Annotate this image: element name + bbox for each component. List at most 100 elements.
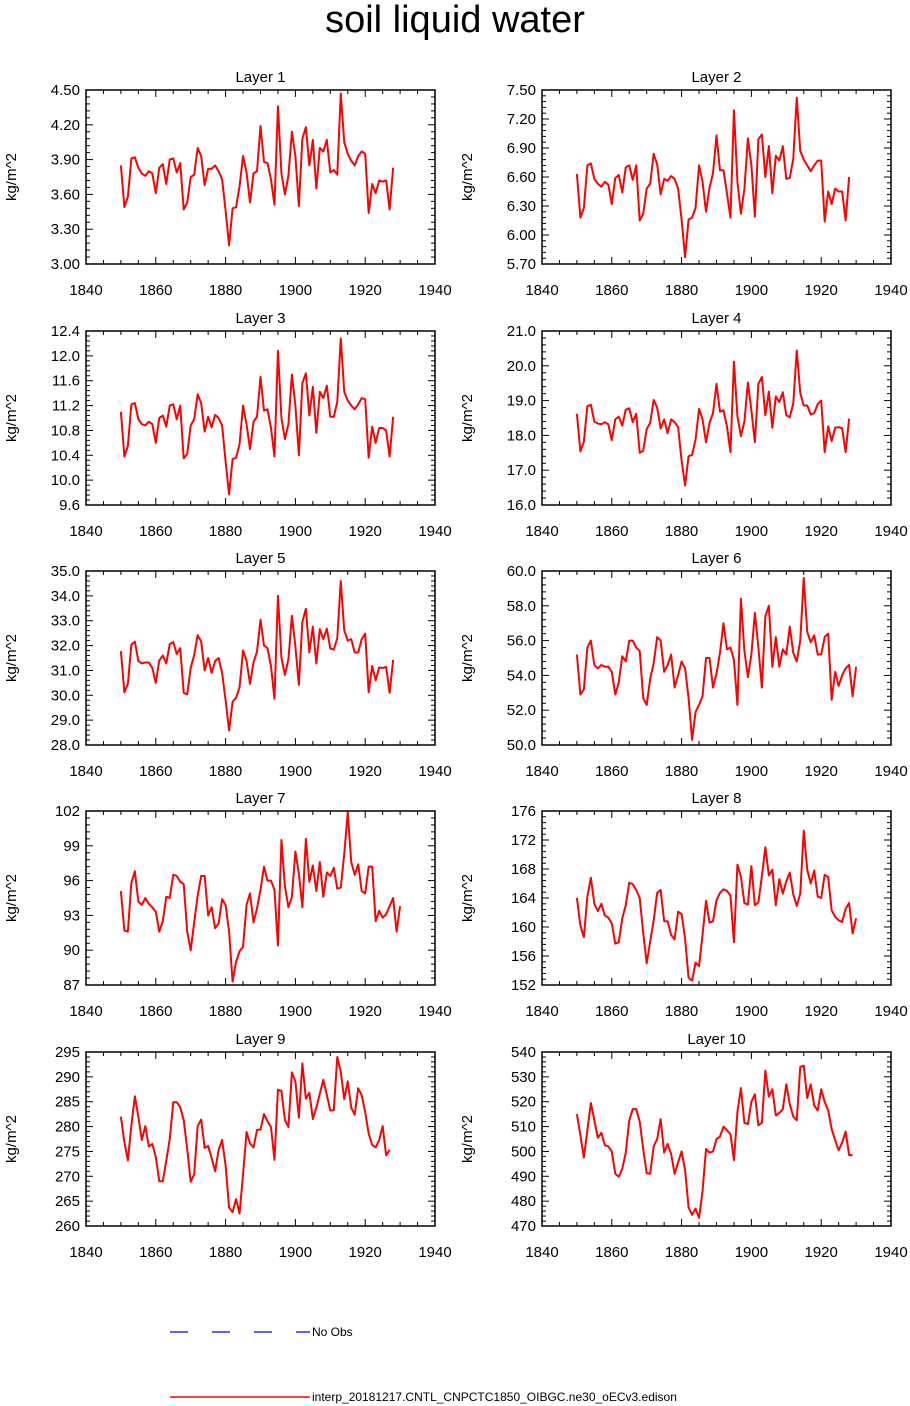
x-tick-label: 1880 xyxy=(665,1244,698,1261)
x-tick-label: 1940 xyxy=(874,763,907,780)
x-tick-label: 1900 xyxy=(735,523,768,540)
x-tick-label: 1880 xyxy=(665,523,698,540)
y-axis-label: kg/m^2 xyxy=(462,874,476,922)
x-tick-label: 1940 xyxy=(418,1244,451,1261)
x-tick-label: 1880 xyxy=(665,1003,698,1020)
y-axis-label: kg/m^2 xyxy=(462,394,476,442)
x-tick-label: 1940 xyxy=(874,523,907,540)
y-tick-label: 21.0 xyxy=(507,323,536,340)
panel-title: Layer 10 xyxy=(687,1031,745,1048)
y-tick-label: 6.30 xyxy=(507,198,536,215)
y-tick-label: 18.0 xyxy=(507,427,536,444)
plot-frame xyxy=(85,810,436,986)
y-tick-label: 3.60 xyxy=(51,186,80,203)
y-tick-label: 285 xyxy=(55,1094,80,1111)
y-tick-label: 10.0 xyxy=(51,472,80,489)
y-tick-label: 93 xyxy=(63,907,80,924)
y-tick-label: 12.0 xyxy=(51,348,80,365)
x-tick-label: 1840 xyxy=(69,1244,102,1261)
x-tick-label: 1880 xyxy=(665,282,698,299)
panel-title: Layer 6 xyxy=(691,550,741,567)
y-tick-label: 4.50 xyxy=(51,82,80,99)
y-tick-label: 6.60 xyxy=(507,169,536,186)
y-tick-label: 11.6 xyxy=(52,373,80,390)
series-line xyxy=(575,576,858,741)
panel-title: Layer 9 xyxy=(235,1031,285,1048)
x-tick-label: 1860 xyxy=(595,763,628,780)
y-tick-label: 52.0 xyxy=(507,702,536,719)
y-tick-label: 29.0 xyxy=(51,712,80,729)
x-tick-label: 1920 xyxy=(349,523,382,540)
series-line xyxy=(575,1064,853,1219)
y-tick-label: 54.0 xyxy=(507,667,536,684)
y-axis-label: kg/m^2 xyxy=(6,874,20,922)
chart-panel-layer-3: Layer 3 kg/m^2 1840 1860 1880 1900 1920 1940 9.6… xyxy=(6,310,452,540)
x-tick-label: 1920 xyxy=(805,1244,838,1261)
y-tick-label: 60.0 xyxy=(507,563,536,580)
x-tick-label: 1840 xyxy=(525,523,558,540)
y-tick-label: 280 xyxy=(55,1119,80,1136)
x-tick-label: 1900 xyxy=(735,1003,768,1020)
chart-panel-layer-1: Layer 1 kg/m^2 1840 1860 1880 1900 1920 1940 3.0… xyxy=(6,69,452,299)
y-axis-label: kg/m^2 xyxy=(6,394,20,442)
y-tick-label: 3.90 xyxy=(51,152,80,169)
y-tick-label: 152 xyxy=(511,977,536,994)
x-tick-label: 1920 xyxy=(805,1003,838,1020)
y-tick-label: 490 xyxy=(511,1168,536,1185)
x-tick-label: 1920 xyxy=(805,763,838,780)
x-tick-label: 1940 xyxy=(418,1003,451,1020)
y-tick-label: 270 xyxy=(55,1168,80,1185)
plot-frame xyxy=(85,570,436,746)
x-tick-label: 1940 xyxy=(418,763,451,780)
y-tick-label: 17.0 xyxy=(507,462,536,479)
y-tick-label: 164 xyxy=(511,890,536,907)
series-line xyxy=(119,811,402,983)
y-tick-label: 156 xyxy=(511,948,536,965)
panel-title: Layer 2 xyxy=(691,69,741,86)
y-tick-label: 295 xyxy=(55,1044,80,1061)
x-tick-label: 1860 xyxy=(595,1003,628,1020)
chart-panel-layer-9: Layer 9 kg/m^2 1840 1860 1880 1900 1920 1940 260… xyxy=(6,1031,452,1261)
x-tick-label: 1920 xyxy=(349,763,382,780)
chart-panel-layer-7: Layer 7 kg/m^2 1840 1860 1880 1900 1920 1940 87 9… xyxy=(6,790,452,1020)
y-tick-label: 176 xyxy=(511,803,536,820)
y-axis-label: kg/m^2 xyxy=(462,153,476,201)
y-tick-label: 34.0 xyxy=(51,588,80,605)
y-tick-label: 6.00 xyxy=(507,227,536,244)
y-tick-label: 33.0 xyxy=(51,613,80,630)
panel-title: Layer 7 xyxy=(235,790,285,807)
x-tick-label: 1900 xyxy=(279,1244,312,1261)
x-tick-label: 1900 xyxy=(279,763,312,780)
x-tick-label: 1880 xyxy=(209,1244,242,1261)
series-line xyxy=(575,829,858,982)
y-tick-label: 470 xyxy=(511,1218,536,1235)
y-tick-label: 9.6 xyxy=(59,497,80,514)
x-tick-label: 1900 xyxy=(279,1003,312,1020)
x-tick-label: 1860 xyxy=(139,1244,172,1261)
plot-frame xyxy=(85,330,436,506)
chart-panel-layer-6: Layer 6 kg/m^2 1840 1860 1880 1900 1920 1940 50.… xyxy=(462,550,908,780)
x-tick-label: 1880 xyxy=(209,282,242,299)
x-tick-label: 1860 xyxy=(595,282,628,299)
y-tick-label: 90 xyxy=(63,942,80,959)
x-tick-label: 1840 xyxy=(525,282,558,299)
x-tick-label: 1840 xyxy=(525,1244,558,1261)
y-tick-label: 160 xyxy=(511,919,536,936)
y-tick-label: 99 xyxy=(63,838,80,855)
x-tick-label: 1940 xyxy=(418,523,451,540)
y-tick-label: 7.20 xyxy=(507,111,536,128)
y-tick-label: 31.0 xyxy=(51,662,80,679)
x-tick-label: 1840 xyxy=(69,282,102,299)
plot-frame xyxy=(85,1051,436,1227)
y-axis-label: kg/m^2 xyxy=(462,634,476,682)
x-tick-label: 1900 xyxy=(279,523,312,540)
y-axis-label: kg/m^2 xyxy=(6,1115,20,1163)
series-line xyxy=(119,337,395,496)
y-tick-label: 3.30 xyxy=(51,221,80,238)
y-tick-label: 19.0 xyxy=(507,393,536,410)
x-tick-label: 1880 xyxy=(209,763,242,780)
panel-title: Layer 1 xyxy=(235,69,285,86)
y-axis-label: kg/m^2 xyxy=(462,1115,476,1163)
legend-label-no-obs: No Obs xyxy=(312,1325,353,1339)
chart-panel-layer-5: Layer 5 kg/m^2 1840 1860 1880 1900 1920 1940 28.… xyxy=(6,550,452,780)
